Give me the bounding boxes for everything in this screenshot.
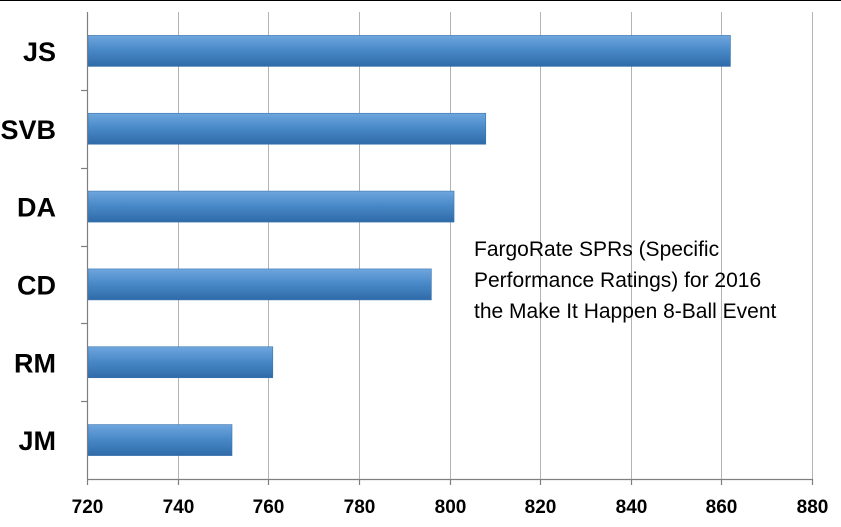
bars	[87, 35, 731, 456]
gridlines	[178, 12, 813, 479]
bar-svb	[87, 112, 487, 145]
y-category-label: RM	[14, 348, 56, 378]
bar-js	[87, 35, 731, 67]
x-tick-label: 800	[435, 497, 467, 518]
x-tick-label: 780	[344, 497, 376, 518]
annotation-line-1: FargoRate SPRs (Specific	[474, 238, 719, 261]
y-category-label: DA	[17, 193, 56, 223]
x-tick-label: 840	[616, 497, 648, 518]
labels: 720 740 760 780 800 820 840 860 880 JS SVB DA CD RM JM	[0, 37, 828, 518]
axes	[0, 0, 841, 485]
x-tick-label: 740	[163, 497, 195, 518]
y-category-label: CD	[17, 270, 56, 300]
bar-cd	[87, 268, 432, 301]
x-tick-label: 720	[72, 497, 104, 518]
annotation-line-3: the Make It Happen 8-Ball Event	[474, 300, 777, 323]
x-tick-label: 860	[706, 497, 738, 518]
annotation-line-2: Performance Ratings) for 2016	[474, 269, 761, 292]
bar-jm	[87, 424, 233, 456]
x-tick-label: 760	[253, 497, 285, 518]
x-tick-label: 820	[525, 497, 557, 518]
bar-rm	[87, 346, 274, 379]
bar-da	[87, 190, 455, 223]
y-category-label: JS	[23, 37, 56, 67]
y-category-label: JM	[18, 426, 56, 456]
x-tick-label: 880	[797, 497, 829, 518]
y-category-label: SVB	[0, 115, 56, 145]
